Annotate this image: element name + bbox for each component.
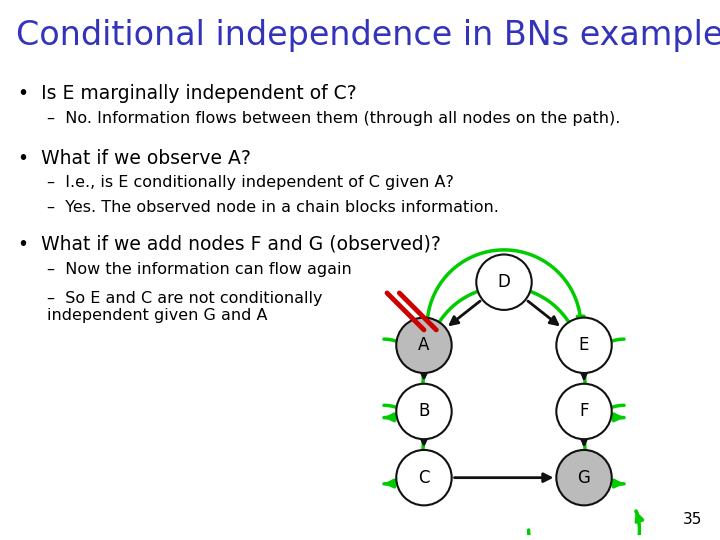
Circle shape xyxy=(557,318,612,373)
Text: G: G xyxy=(577,469,590,487)
Text: C: C xyxy=(418,469,430,487)
Text: 35: 35 xyxy=(683,511,702,526)
Circle shape xyxy=(396,318,451,373)
Text: A: A xyxy=(418,336,430,354)
Text: –  No. Information flows between them (through all nodes on the path).: – No. Information flows between them (th… xyxy=(47,111,620,126)
Text: –  Yes. The observed node in a chain blocks information.: – Yes. The observed node in a chain bloc… xyxy=(47,200,499,215)
Text: •  What if we observe A?: • What if we observe A? xyxy=(18,148,251,167)
Text: E: E xyxy=(579,336,589,354)
Text: –  So E and C are not conditionally
independent given G and A: – So E and C are not conditionally indep… xyxy=(47,291,323,323)
Text: •  What if we add nodes F and G (observed)?: • What if we add nodes F and G (observed… xyxy=(18,235,441,254)
Text: F: F xyxy=(580,402,589,421)
Circle shape xyxy=(396,384,451,439)
Circle shape xyxy=(557,450,612,505)
Text: –  Now the information can flow again: – Now the information can flow again xyxy=(47,262,351,277)
Text: B: B xyxy=(418,402,430,421)
Text: •  Is E marginally independent of C?: • Is E marginally independent of C? xyxy=(18,84,356,103)
Text: –  I.e., is E conditionally independent of C given A?: – I.e., is E conditionally independent o… xyxy=(47,176,454,191)
Circle shape xyxy=(477,254,531,310)
Text: D: D xyxy=(498,273,510,291)
Text: Conditional independence in BNs example: Conditional independence in BNs example xyxy=(16,19,720,52)
Circle shape xyxy=(396,450,451,505)
Circle shape xyxy=(557,384,612,439)
